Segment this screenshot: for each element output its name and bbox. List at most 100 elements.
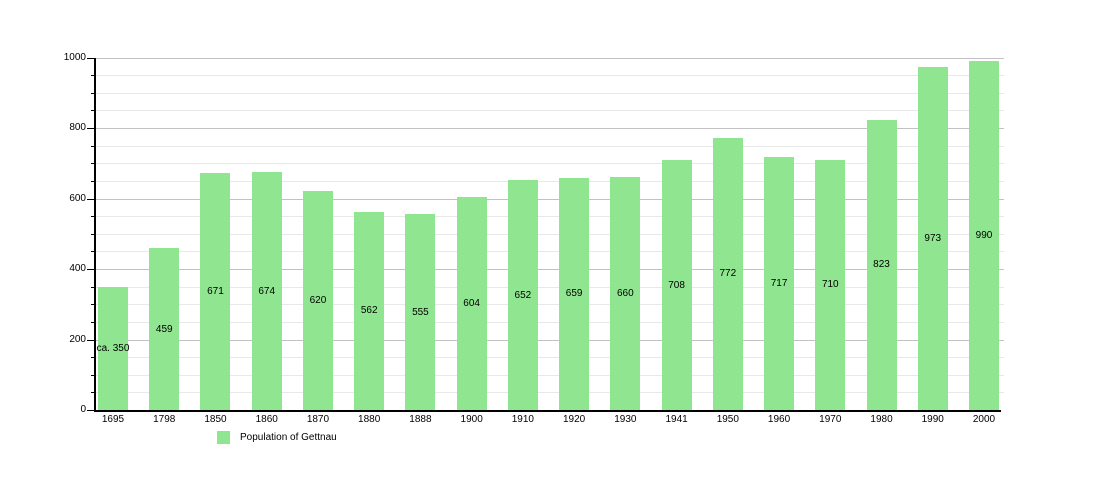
bar-value-label-1980: 823 xyxy=(873,259,890,271)
bar-value-label-1695: ca. 350 xyxy=(96,342,130,354)
x-axis-tick-label-1970: 1970 xyxy=(819,414,842,425)
x-axis-tick-label-1910: 1910 xyxy=(511,414,534,425)
y-tick-700 xyxy=(91,163,95,165)
bar-value-label-1888: 555 xyxy=(412,306,429,318)
x-axis-tick-label-1860: 1860 xyxy=(255,414,278,425)
bar-1990 xyxy=(917,67,948,410)
bar-1695 xyxy=(98,286,128,410)
x-axis-tick-label-1870: 1870 xyxy=(306,414,330,425)
bar-1970 xyxy=(815,159,846,410)
y-tick-600 xyxy=(87,198,95,200)
legend: Population of Gettnau xyxy=(217,431,337,444)
bar-value-label-1860: 674 xyxy=(258,285,276,297)
x-axis-tick-label-1900: 1900 xyxy=(460,414,483,425)
bar-1850 xyxy=(200,173,231,410)
bar-value-label-1960: 717 xyxy=(770,278,788,290)
y-tick-300 xyxy=(91,304,95,306)
y-axis-tick-label-400: 400 xyxy=(69,263,86,274)
bar-value-label-1850: 671 xyxy=(207,286,224,298)
bar-value-label-1990: 973 xyxy=(924,233,942,244)
y-tick-800 xyxy=(87,128,95,129)
minor-gridline-100 xyxy=(95,374,1004,376)
x-axis-tick-label-1930: 1930 xyxy=(614,414,637,425)
y-axis-tick-label-600: 600 xyxy=(69,192,86,204)
bar-2000 xyxy=(968,61,999,410)
bar-value-label-1910: 652 xyxy=(514,289,532,301)
x-axis-tick-label-1850: 1850 xyxy=(204,414,227,425)
bar-1888 xyxy=(405,214,436,410)
x-axis-tick-label-1990: 1990 xyxy=(921,414,944,425)
y-tick-950 xyxy=(91,75,95,77)
y-tick-500 xyxy=(91,233,95,235)
y-tick-650 xyxy=(91,180,95,182)
x-axis-tick-label-1950: 1950 xyxy=(716,414,739,425)
bar-1980 xyxy=(866,119,897,410)
minor-gridline-850 xyxy=(95,110,1004,112)
bar-1798 xyxy=(149,248,180,410)
y-axis-line xyxy=(94,57,96,412)
x-axis-tick-label-1941: 1941 xyxy=(665,414,688,425)
bar-1941 xyxy=(661,160,692,410)
legend-label: Population of Gettnau xyxy=(240,432,337,443)
minor-gridline-950 xyxy=(95,75,1004,77)
minor-gridline-150 xyxy=(95,357,1004,359)
bar-value-label-1950: 772 xyxy=(719,268,737,280)
major-gridline-200 xyxy=(95,339,1004,341)
minor-gridline-350 xyxy=(95,286,1004,288)
bar-1880 xyxy=(354,211,385,410)
minor-gridline-700 xyxy=(95,163,1004,165)
bar-value-label-1930: 660 xyxy=(617,288,634,300)
y-axis-tick-label-200: 200 xyxy=(69,333,86,345)
bar-value-label-2000: 990 xyxy=(975,230,993,241)
y-tick-350 xyxy=(91,286,95,288)
x-axis-tick-label-1695: 1695 xyxy=(101,414,125,425)
bar-1960 xyxy=(764,157,795,410)
bar-1930 xyxy=(610,177,641,410)
y-tick-900 xyxy=(91,92,95,94)
minor-gridline-750 xyxy=(95,145,1004,147)
major-gridline-400 xyxy=(95,269,1004,270)
bar-value-label-1920: 659 xyxy=(565,288,583,300)
y-tick-0 xyxy=(87,410,95,411)
x-axis-tick-label-1920: 1920 xyxy=(562,414,586,425)
legend-swatch xyxy=(217,431,230,444)
y-tick-450 xyxy=(91,251,95,253)
x-axis-tick-label-1960: 1960 xyxy=(767,414,791,425)
major-gridline-1000 xyxy=(95,57,1004,59)
bar-value-label-1941: 708 xyxy=(668,279,685,291)
y-tick-150 xyxy=(91,357,95,359)
bar-1910 xyxy=(507,180,538,410)
bar-value-label-1798: 459 xyxy=(155,323,173,335)
y-axis-tick-label-1000: 1000 xyxy=(63,51,86,63)
minor-gridline-300 xyxy=(95,304,1004,306)
bar-1870 xyxy=(302,191,333,410)
bar-1860 xyxy=(251,172,282,410)
y-tick-850 xyxy=(91,110,95,112)
y-tick-100 xyxy=(91,374,95,376)
y-tick-400 xyxy=(87,269,95,270)
x-axis-tick-label-2000: 2000 xyxy=(972,414,996,425)
x-axis-tick-label-1980: 1980 xyxy=(870,414,893,425)
bar-1920 xyxy=(559,177,590,410)
y-axis-tick-label-0: 0 xyxy=(80,404,86,415)
minor-gridline-250 xyxy=(95,321,1004,323)
minor-gridline-50 xyxy=(95,392,1004,394)
x-axis-line xyxy=(94,410,1001,412)
y-tick-50 xyxy=(91,392,95,394)
y-tick-1000 xyxy=(87,57,95,59)
bar-value-label-1880: 562 xyxy=(360,305,378,317)
bar-value-label-1900: 604 xyxy=(463,298,480,310)
major-gridline-800 xyxy=(95,128,1004,129)
y-tick-550 xyxy=(91,216,95,218)
major-gridline-600 xyxy=(95,198,1004,200)
bar-1950 xyxy=(712,137,743,410)
minor-gridline-550 xyxy=(95,216,1004,218)
x-axis-tick-label-1888: 1888 xyxy=(409,414,432,425)
bar-value-label-1970: 710 xyxy=(821,279,839,291)
minor-gridline-650 xyxy=(95,180,1004,182)
y-axis-tick-label-800: 800 xyxy=(69,122,86,133)
minor-gridline-450 xyxy=(95,251,1004,253)
bar-1900 xyxy=(456,197,487,410)
y-tick-750 xyxy=(91,145,95,147)
